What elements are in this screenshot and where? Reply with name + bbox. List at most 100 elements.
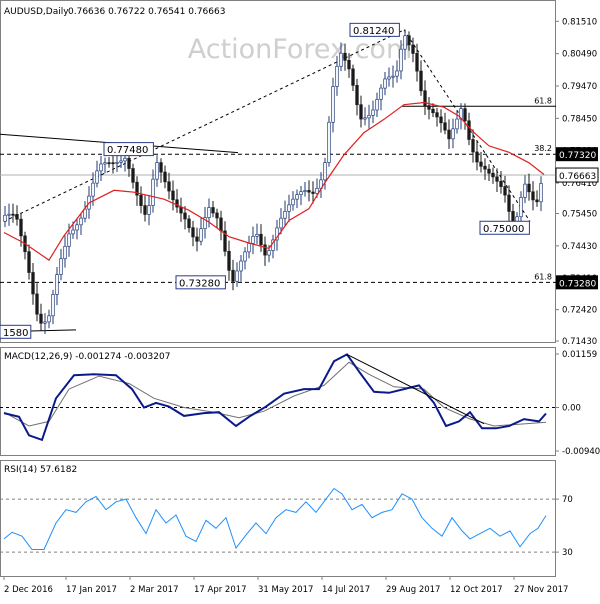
candle-body [119,160,123,163]
candle [443,112,447,135]
candle-body [251,235,255,244]
candle-body [27,251,31,273]
price-tick-label: 0.75450 [562,209,597,219]
candle-body [439,116,443,124]
candle [15,205,19,226]
candle [355,78,359,116]
level-tag-bg [556,275,598,290]
candle [427,96,431,120]
x-tick-label: 27 Nov 2017 [514,585,568,595]
candle [275,219,279,251]
candle-body [127,157,131,169]
candle [283,200,287,227]
candle [75,219,79,240]
candle [95,160,99,188]
candle-body [263,244,267,256]
candle-body [163,171,167,183]
candle [31,262,35,305]
candle [191,220,195,247]
candle [139,186,143,214]
candle-body [63,245,67,260]
candle [351,64,355,91]
candle-body [171,190,175,201]
support-trendline [3,29,405,222]
candle [375,92,379,117]
candle [43,313,47,334]
candle [291,191,295,211]
candle [147,194,151,226]
candle [347,53,351,78]
candle-body [71,229,75,235]
candle-body [191,227,195,238]
level-tag-label: 0.73280 [559,279,596,289]
candle-body [431,108,435,114]
price-tick-label: 0.72420 [562,306,597,316]
candle-body [47,315,51,323]
candle [199,218,203,246]
candle-body [347,59,351,70]
candle-body [387,76,391,80]
candle-body [467,120,471,140]
candle [503,175,507,203]
candle-body [131,168,135,183]
candle-body [227,250,231,271]
rsi-panel [0,460,556,577]
candle-body [355,85,359,106]
candle [499,170,503,194]
level-price-tag: 0.77320 [556,147,598,162]
candle [507,185,511,223]
candle [59,248,63,281]
candle [27,244,31,280]
candle [215,208,219,229]
candle-body [351,68,355,86]
annotation-label: 0.81240 [353,26,394,37]
candle-body [379,87,383,100]
macd-layer [0,353,556,442]
annotation-box [479,220,530,235]
candle [187,215,191,233]
candle [383,72,387,96]
candle-body [295,194,299,200]
annotation-box [103,142,154,157]
candle [279,208,283,235]
x-tick-label: 12 Oct 2017 [450,585,503,595]
candle [467,112,471,146]
price-layer: 38.2 61.8 61.8 0.81240 0.77480 0.75000 0.73280… [0,22,556,339]
candle [111,154,115,174]
candle-body [427,105,431,110]
x-tick-label: 29 Aug 2017 [386,585,440,595]
candle-body [403,35,407,50]
macd-trendline [346,353,485,425]
current-price-label: 0.76663 [559,172,596,182]
candle-body [443,122,447,131]
moving-average-line [3,101,545,261]
candle [431,103,435,117]
candle [23,231,27,260]
candle [171,180,175,211]
candle [435,107,439,127]
candle-body [307,190,311,193]
candle-body [447,129,451,140]
candle-body [399,48,403,72]
macd-tick-label: -0.009408 [562,447,600,457]
candle [151,169,155,213]
axis-layer: 0.815100.804900.794700.784500.774300.764… [3,17,600,595]
candle-body [183,212,187,220]
candle [155,155,159,187]
candle-body [463,108,467,122]
candle-body [275,227,279,241]
candle [311,181,315,204]
candle [487,164,491,182]
candle-body [223,230,227,252]
candle-body [335,65,339,87]
candle [259,224,263,252]
candle [167,172,171,200]
candle-body [375,99,379,111]
candle-body [99,163,103,172]
candle [231,259,235,291]
candle-body [179,206,183,214]
candle [99,155,103,182]
candle-body [503,186,507,196]
candle [319,172,323,199]
candle [251,226,255,255]
